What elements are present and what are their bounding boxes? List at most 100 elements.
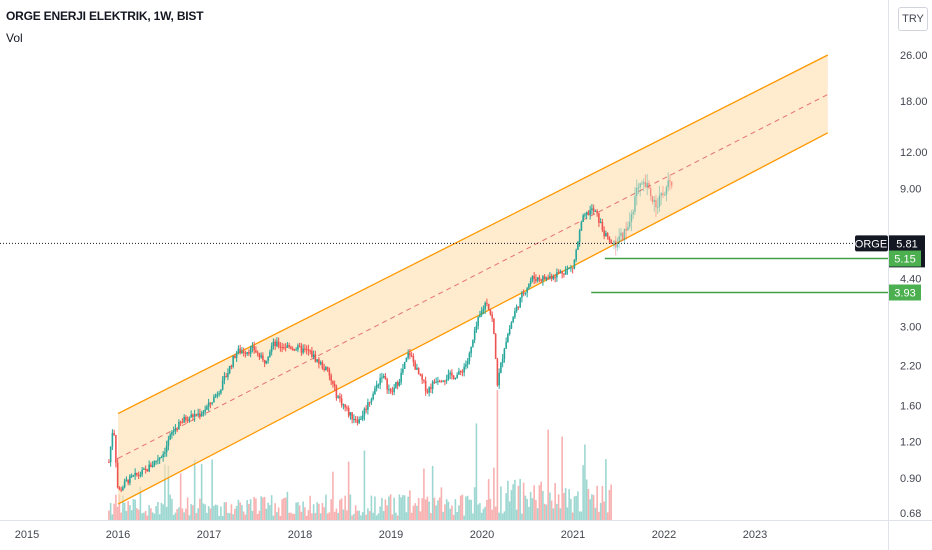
candle-body (417, 367, 420, 375)
volume-bar (115, 494, 117, 520)
volume-bar (108, 510, 110, 520)
projected-body (656, 206, 659, 208)
candle-body (599, 222, 602, 224)
candle-body (248, 352, 250, 354)
volume-bar (127, 501, 129, 520)
candle-body (241, 351, 243, 354)
time-tick-label: 2017 (197, 529, 221, 541)
volume-bar (430, 513, 432, 520)
candle-body (484, 302, 486, 310)
candle-body (346, 407, 348, 409)
volume-bar (139, 486, 142, 520)
volume-bar (458, 505, 460, 520)
volume-bar (403, 495, 406, 520)
volume-bar (328, 512, 331, 520)
candle-body (125, 479, 128, 481)
candle-body (529, 280, 532, 285)
candle-body (277, 341, 280, 347)
candle-body (592, 208, 595, 212)
volume-bar (598, 511, 600, 520)
currency-button[interactable]: TRY (898, 7, 928, 31)
candle-body (165, 445, 168, 453)
volume-bar (402, 495, 404, 520)
candle-body (265, 360, 268, 364)
volume-bar (297, 502, 299, 520)
candle-body (456, 374, 458, 378)
channel-lower-line[interactable] (117, 132, 829, 505)
volume-bar (472, 513, 474, 520)
volume-bar (608, 489, 611, 520)
candle-body (452, 375, 455, 379)
price-axis[interactable]: 26.0018.0012.009.006.004.403.002.201.601… (900, 50, 928, 520)
volume-bar (286, 491, 289, 520)
candle-body (223, 376, 226, 381)
candle-body (258, 353, 261, 358)
volume-bar (437, 500, 439, 520)
candle-body (342, 404, 345, 406)
volume-bar (452, 514, 455, 520)
volume-bar (185, 508, 187, 520)
candle-body (585, 212, 588, 215)
volume-bar (146, 515, 149, 520)
candle-body (389, 389, 392, 392)
chart-title: ORGE ENERJI ELEKTRIK, 1W, BIST (6, 9, 204, 23)
volume-bar (585, 479, 588, 520)
time-axis[interactable]: 2015 2016 2017 2018 2019 2020 2021 2022 2023 (15, 529, 767, 541)
candle-body (540, 279, 542, 281)
volume-bar (162, 504, 164, 520)
candle-body (374, 388, 376, 395)
volume-bar (165, 506, 168, 520)
candle-body (575, 249, 577, 260)
volume-bar (305, 515, 308, 520)
candle-body (459, 371, 462, 373)
candle-body (410, 355, 413, 357)
last-price-label: 5.81 (896, 238, 917, 250)
volume-bar (575, 495, 577, 520)
volume-bar (564, 488, 567, 520)
volume-bar (242, 511, 245, 520)
volume-bar (288, 512, 290, 520)
volume-bar (148, 505, 150, 520)
volume-bar (431, 465, 434, 520)
volume-bar (319, 513, 322, 520)
volume-bar (486, 499, 488, 520)
candle-body (305, 348, 308, 350)
volume-bar (533, 485, 535, 520)
candle-body (594, 210, 597, 212)
volume-bar (346, 510, 348, 520)
candle-body (438, 380, 441, 382)
volume-bar (134, 499, 136, 520)
candle-body (550, 275, 553, 279)
price-tick-label: 18.00 (900, 96, 928, 108)
volume-bar (398, 494, 401, 520)
candle-body (298, 345, 301, 347)
volume-bar (557, 494, 560, 520)
candle-body (111, 433, 114, 447)
candle-body (447, 374, 450, 380)
channel-upper-line[interactable] (117, 54, 829, 415)
channel-middle-line[interactable] (117, 93, 829, 459)
volume-bar (529, 491, 532, 520)
candle-body (300, 346, 303, 353)
candle-body (433, 381, 436, 383)
candle-body (151, 465, 154, 467)
volume-bar (207, 506, 210, 520)
volume-bar (251, 510, 254, 520)
projected-body (618, 236, 620, 244)
candle-body (339, 396, 341, 399)
volume-bar (290, 512, 292, 520)
candle-body (423, 379, 425, 381)
support-lines[interactable] (591, 257, 888, 294)
volume-bar (444, 504, 446, 520)
volume-bar (587, 488, 590, 520)
candle-body (591, 208, 593, 211)
candle-body (368, 402, 371, 404)
candle-body (116, 462, 119, 488)
candle-body (297, 345, 299, 350)
candle-body (319, 362, 322, 364)
volume-indicator-label[interactable]: Vol (6, 31, 23, 45)
volume-bar (293, 513, 296, 520)
volume-bar (461, 494, 464, 520)
volume-bar (531, 498, 534, 520)
